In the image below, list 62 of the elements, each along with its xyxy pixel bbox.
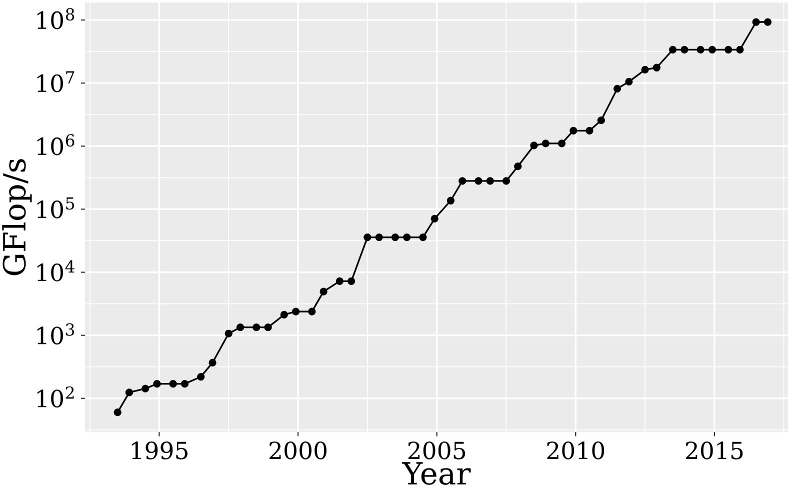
point [764, 18, 772, 26]
point [542, 140, 550, 148]
point [364, 233, 372, 242]
point [696, 46, 704, 54]
point [558, 140, 566, 148]
point [252, 324, 260, 332]
y-tick-label: 10$^{7}$ [37, 71, 74, 92]
point [708, 46, 716, 54]
x-tick-label: 1995 [132, 442, 188, 460]
x-tick-label: 2010 [547, 442, 604, 460]
point [586, 126, 594, 134]
point [280, 310, 288, 319]
point [224, 330, 232, 338]
point [641, 66, 649, 74]
point [752, 18, 760, 26]
point [180, 380, 189, 388]
point [446, 196, 455, 204]
point [114, 408, 122, 416]
point [142, 384, 150, 392]
point [292, 308, 300, 316]
point [336, 277, 344, 285]
point [474, 177, 482, 185]
point [514, 162, 522, 170]
point [652, 64, 661, 72]
point [125, 388, 134, 396]
point [236, 324, 244, 332]
point [430, 214, 438, 223]
point [502, 177, 510, 185]
point [153, 380, 161, 388]
y-tick-label: 10$^{5}$ [37, 197, 74, 218]
point [348, 277, 356, 285]
point [668, 46, 677, 54]
x-tick-label: 2000 [270, 442, 327, 460]
point [680, 46, 688, 54]
y-tick-label: 10$^{2}$ [37, 386, 74, 408]
point [208, 358, 216, 367]
point [197, 372, 205, 381]
point [625, 78, 633, 86]
point [570, 126, 578, 134]
y-tick-label: 10$^{6}$ [37, 134, 74, 156]
x-axis-title: Year [402, 462, 471, 485]
point [530, 142, 538, 150]
y-tick-label: 10$^{8}$ [37, 8, 74, 30]
point [486, 177, 494, 185]
point [724, 46, 732, 54]
x-tick-label: 2015 [686, 442, 743, 460]
point [264, 324, 272, 332]
point [375, 233, 383, 242]
point [613, 84, 622, 92]
point [736, 46, 744, 54]
point [169, 380, 177, 388]
point [308, 308, 316, 316]
point [403, 233, 411, 242]
point [597, 116, 605, 124]
point [320, 288, 328, 296]
y-tick-label: 10$^{3}$ [37, 323, 74, 344]
y-axis-title: GFlop/s [2, 159, 32, 276]
point [391, 233, 400, 242]
y-tick-label: 10$^{4}$ [37, 260, 74, 282]
point [458, 177, 466, 185]
x-tick-label: 2005 [408, 442, 466, 460]
point [419, 233, 427, 242]
